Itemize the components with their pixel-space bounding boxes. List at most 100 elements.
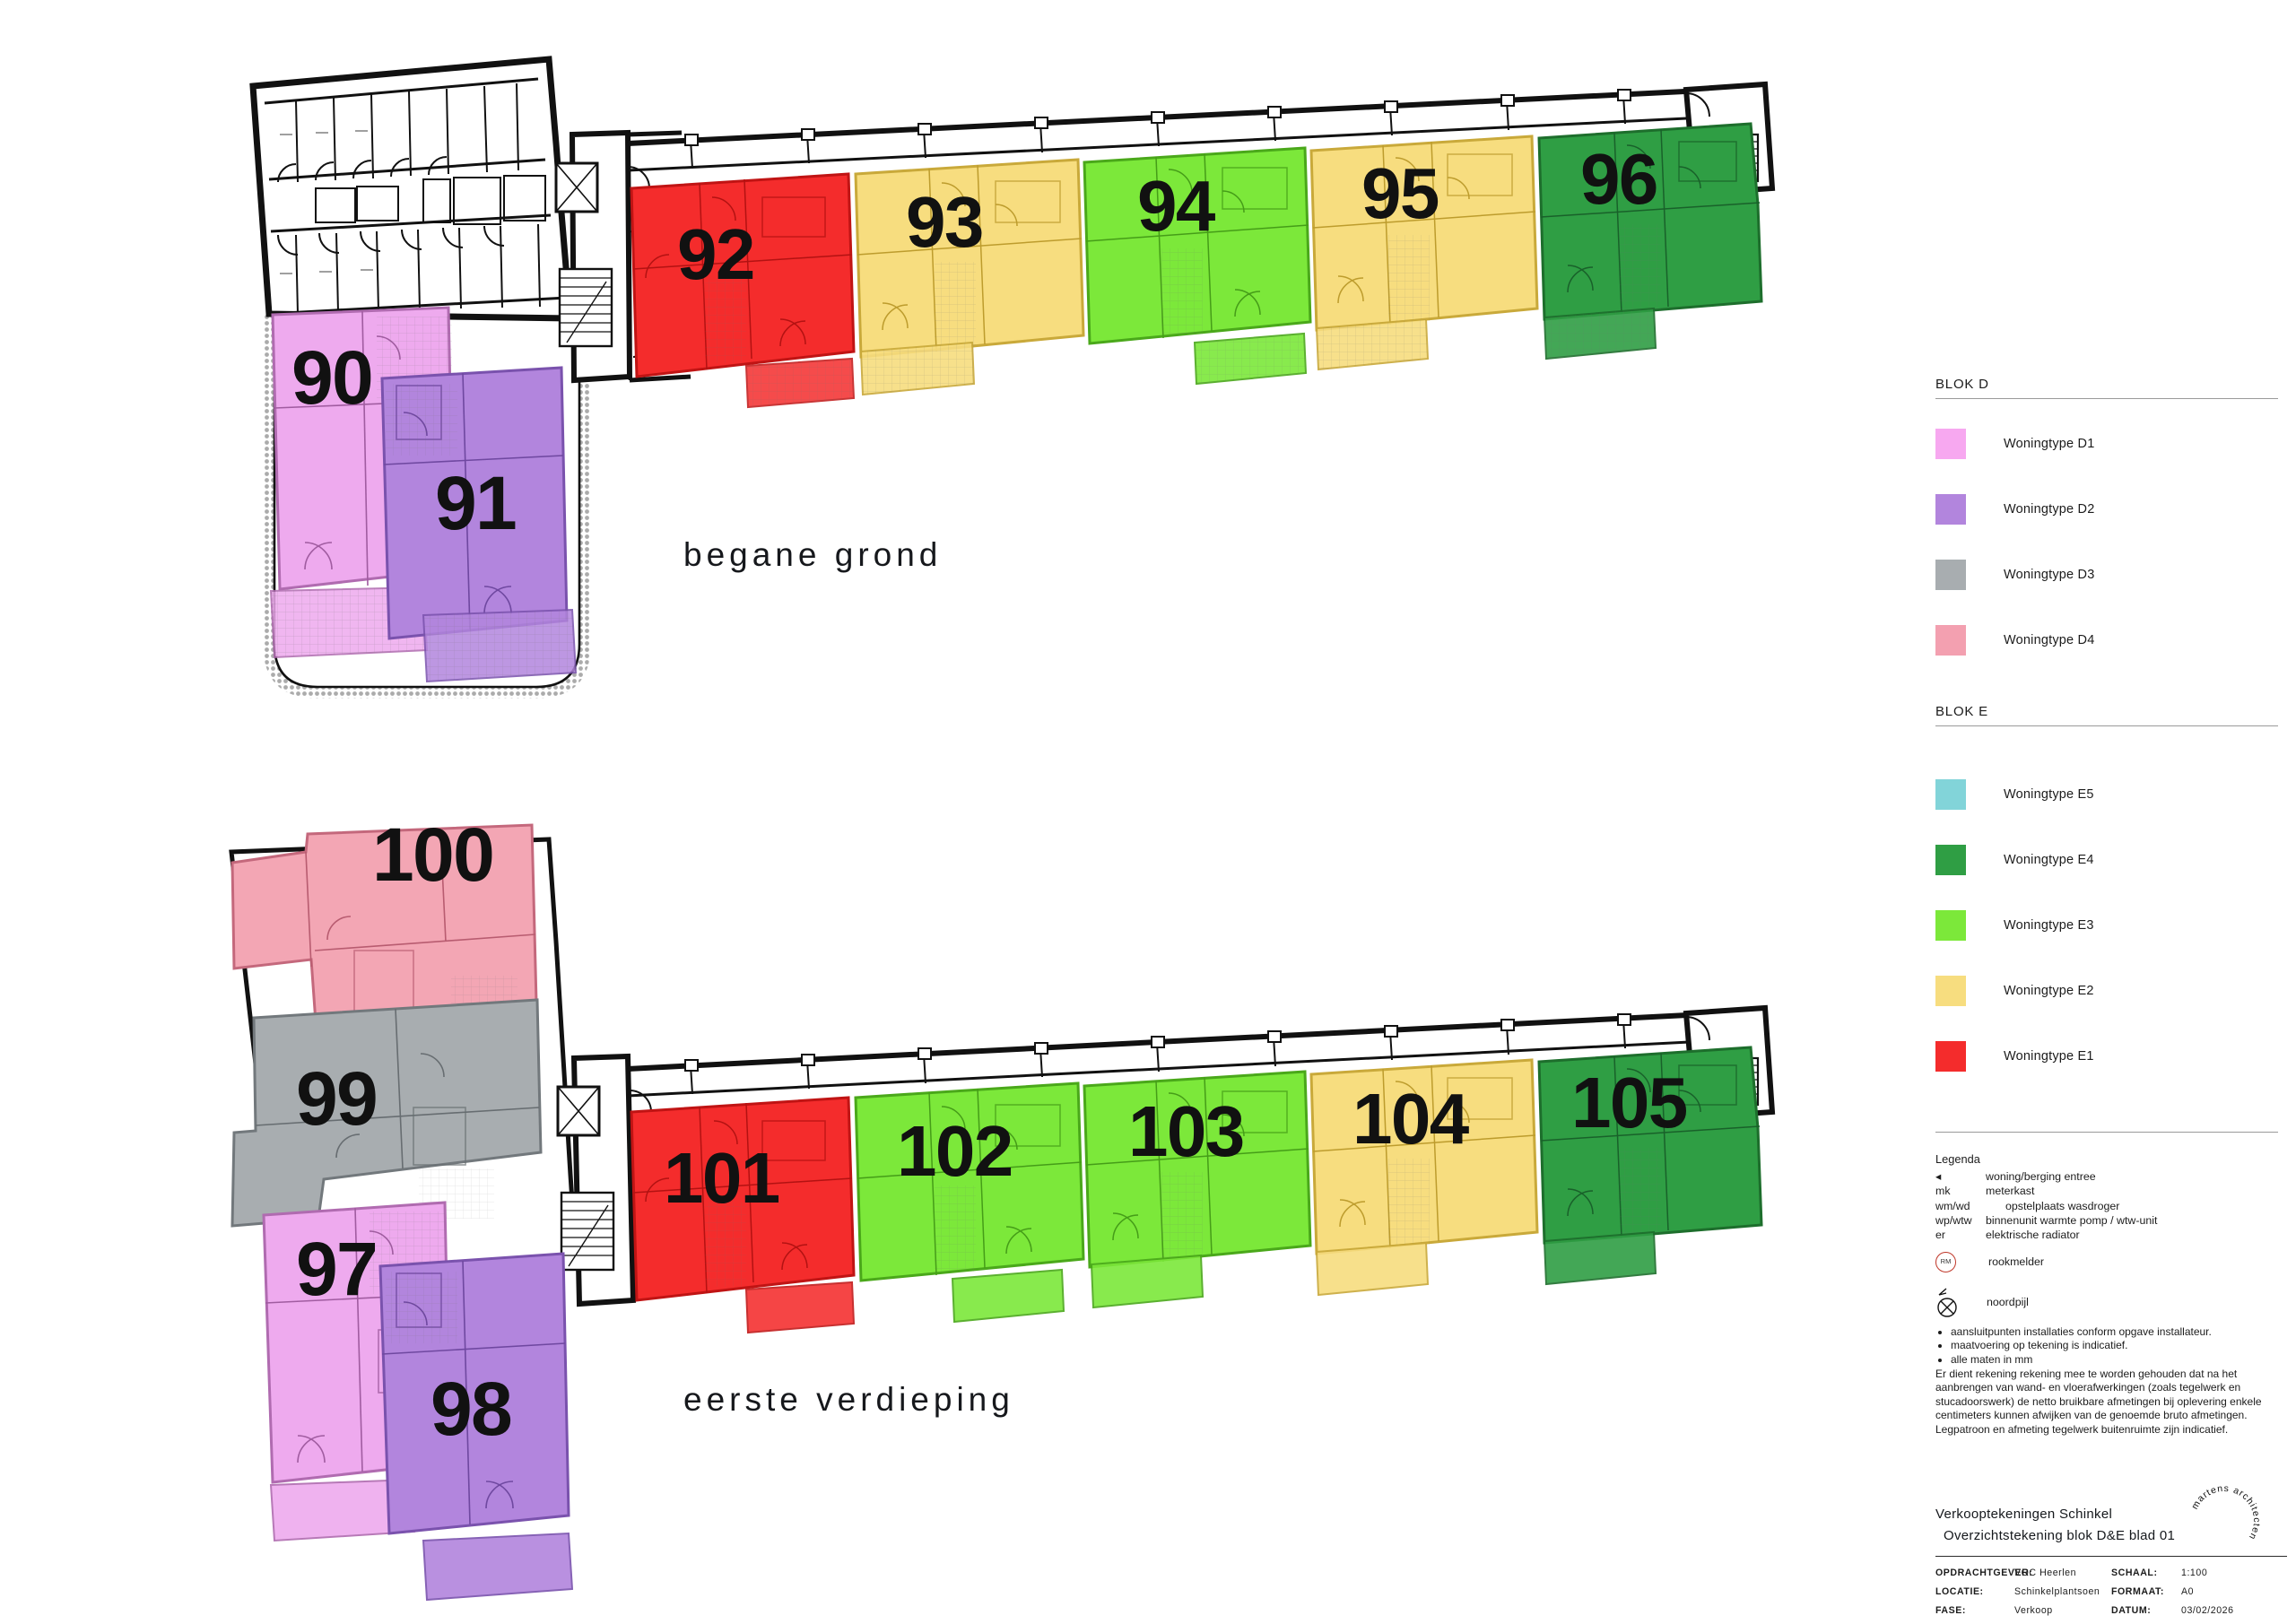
smoke-detector-icon: RM bbox=[1935, 1251, 1956, 1272]
note-paragraph-2: Legpatroon en afmeting tegelwerk buitenr… bbox=[1935, 1422, 2229, 1436]
legenda-value-rookmelder: rookmelder bbox=[1988, 1255, 2044, 1269]
field-schaal: SCHAAL: 1:100 bbox=[2111, 1568, 2287, 1578]
unit-100-number: 100 bbox=[372, 812, 495, 897]
legenda-entry-er: er elektrische radiator bbox=[1935, 1228, 2285, 1242]
legenda-divider bbox=[1935, 1132, 2278, 1133]
field-datum: DATUM: 03/02/2026 bbox=[2111, 1605, 2287, 1616]
field-schaal-key: SCHAAL: bbox=[2111, 1568, 2158, 1578]
field-locatie-key: LOCATIE: bbox=[1935, 1586, 1984, 1597]
unit-92-number: 92 bbox=[677, 214, 755, 294]
note-paragraph: Er dient rekening rekening mee te worden… bbox=[1935, 1368, 2262, 1422]
legend-label-e5: Woningtype E5 bbox=[2004, 787, 2094, 802]
title-block-rule bbox=[1935, 1556, 2287, 1557]
field-opdrachtgever-value: VOC Heerlen bbox=[2014, 1568, 2077, 1578]
unit-101[interactable] bbox=[628, 1085, 857, 1318]
unit-93-number: 93 bbox=[906, 182, 984, 262]
legend-item-d2[interactable]: Woningtype D2 bbox=[1935, 488, 2278, 531]
first-floor-caption: eerste verdieping bbox=[683, 1381, 1014, 1418]
field-formaat: FORMAAT: A0 bbox=[2111, 1586, 2287, 1597]
legend-swatch-d4 bbox=[1935, 625, 1966, 656]
legend-swatch-d2 bbox=[1935, 494, 1966, 525]
unit-105[interactable] bbox=[1535, 1038, 1764, 1263]
unit-95-terrace bbox=[1315, 317, 1430, 375]
unit-93[interactable] bbox=[852, 151, 1085, 375]
unit-94[interactable] bbox=[1081, 139, 1312, 363]
unit-91-terrace bbox=[422, 608, 578, 695]
field-datum-key: DATUM: bbox=[2111, 1605, 2152, 1616]
legend-block-e-title: BLOK E bbox=[1935, 704, 1988, 719]
unit-97-number: 97 bbox=[296, 1227, 378, 1311]
ground-floor-caption: begane grond bbox=[683, 536, 943, 573]
legend-swatch-d3 bbox=[1935, 560, 1966, 590]
unit-93-terrace bbox=[859, 341, 976, 400]
legenda-value-mk: meterkast bbox=[1986, 1185, 2035, 1198]
unit-104[interactable] bbox=[1308, 1051, 1539, 1273]
unit-94-number: 94 bbox=[1137, 166, 1215, 246]
unit-91-number: 91 bbox=[435, 461, 517, 545]
legend-label-e3: Woningtype E3 bbox=[2004, 918, 2094, 933]
unit-98-terrace bbox=[422, 1532, 574, 1610]
north-arrow-icon bbox=[1935, 1285, 1957, 1319]
architect-logo: martens architecten bbox=[2181, 1478, 2267, 1564]
unit-105-number: 105 bbox=[1571, 1063, 1688, 1142]
legenda-entry-mk: mk meterkast bbox=[1935, 1184, 2285, 1198]
title-block: Verkooptekeningen Schinkel Overzichtstek… bbox=[1935, 1507, 2287, 1624]
legenda-entry-entree: ◂ woning/berging entree bbox=[1935, 1169, 2285, 1184]
unit-98[interactable] bbox=[375, 1246, 572, 1551]
unit-96-terrace bbox=[1543, 307, 1657, 364]
unit-92[interactable] bbox=[628, 161, 857, 395]
legend-item-e4[interactable]: Woningtype E4 bbox=[1935, 838, 2278, 881]
drawing-title: Overzichtstekening blok D&E blad 01 bbox=[1944, 1528, 2176, 1543]
first-floor-plan: 100 99 bbox=[0, 817, 1848, 1602]
unit-91[interactable] bbox=[377, 359, 570, 655]
legend-block-e: BLOK E Woningtype E5 Woningtype E4 Wonin… bbox=[1935, 704, 2278, 1078]
project-title: Verkooptekeningen Schinkel bbox=[1935, 1507, 2113, 1522]
legend-block-d-title: BLOK D bbox=[1935, 377, 1989, 392]
legend-swatch-e5 bbox=[1935, 779, 1966, 810]
unit-96[interactable] bbox=[1535, 115, 1764, 339]
unit-94-terrace bbox=[1193, 332, 1308, 389]
unit-95[interactable] bbox=[1308, 127, 1539, 350]
legend-label-d3: Woningtype D3 bbox=[2004, 568, 2095, 582]
legenda-key-wmwd: wm/wd bbox=[1935, 1199, 1970, 1212]
legend-swatch-e4 bbox=[1935, 845, 1966, 875]
unit-103[interactable] bbox=[1081, 1063, 1312, 1287]
unit-90-number: 90 bbox=[291, 335, 374, 420]
legenda-key-wpwtw: wp/wtw bbox=[1935, 1214, 1972, 1228]
note-bullet-1: aansluitpunten installaties conform opga… bbox=[1951, 1325, 2287, 1339]
field-fase: FASE: Verkoop bbox=[1935, 1605, 2111, 1616]
notes-block: aansluitpunten installaties conform opga… bbox=[1935, 1325, 2287, 1437]
unit-96-number: 96 bbox=[1580, 139, 1658, 219]
legend-item-e3[interactable]: Woningtype E3 bbox=[1935, 904, 2278, 947]
legenda-value-wpwtw: binnenunit warmte pomp / wtw-unit bbox=[1986, 1214, 2158, 1228]
legend-item-d4[interactable]: Woningtype D4 bbox=[1935, 619, 2278, 662]
legend-item-d3[interactable]: Woningtype D3 bbox=[1935, 553, 2278, 596]
legenda-entry-wmwd: wm/wd opstelplaats wasdroger bbox=[1935, 1199, 2285, 1213]
field-formaat-key: FORMAAT: bbox=[2111, 1586, 2164, 1597]
legend-item-e1[interactable]: Woningtype E1 bbox=[1935, 1035, 2278, 1078]
legend-label-e4: Woningtype E4 bbox=[2004, 853, 2094, 867]
legend-item-d1[interactable]: Woningtype D1 bbox=[1935, 422, 2278, 465]
legend-label-d2: Woningtype D2 bbox=[2004, 502, 2095, 517]
legend-block-e-rule bbox=[1935, 725, 2278, 726]
field-fase-value: Verkoop bbox=[2014, 1605, 2053, 1616]
note-bullet-2: maatvoering op tekening is indicatief. bbox=[1951, 1339, 2287, 1352]
entree-icon: ◂ bbox=[1935, 1169, 1942, 1183]
legenda-entry-rookmelder: RM rookmelder bbox=[1935, 1251, 2285, 1272]
unit-104-number: 104 bbox=[1352, 1079, 1469, 1159]
unit-101-terrace bbox=[744, 1281, 857, 1338]
legend-label-e2: Woningtype E2 bbox=[2004, 984, 2094, 998]
unit-102-terrace bbox=[951, 1268, 1065, 1327]
field-locatie: LOCATIE: Schinkelplantsoen bbox=[1935, 1586, 2111, 1597]
unit-102-number: 102 bbox=[897, 1111, 1013, 1191]
legend-panel: BLOK D Woningtype D1 Woningtype D2 Wonin… bbox=[1935, 377, 2278, 1100]
legenda-symbols: Legenda ◂ woning/berging entree mk meter… bbox=[1935, 1152, 2285, 1319]
svg-text:martens architecten: martens architecten bbox=[2189, 1483, 2262, 1542]
unit-102[interactable] bbox=[852, 1074, 1085, 1300]
legend-label-d4: Woningtype D4 bbox=[2004, 633, 2095, 647]
legend-label-d1: Woningtype D1 bbox=[2004, 437, 2095, 451]
legend-item-e5[interactable]: Woningtype E5 bbox=[1935, 773, 2278, 816]
legenda-title: Legenda bbox=[1935, 1152, 1980, 1166]
legend-item-e2[interactable]: Woningtype E2 bbox=[1935, 969, 2278, 1012]
